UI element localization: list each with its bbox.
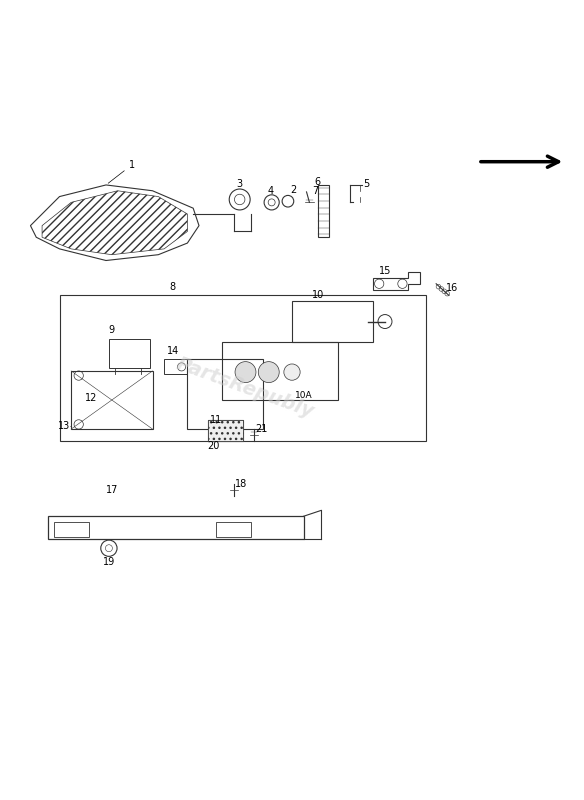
Text: 13: 13: [58, 421, 70, 431]
Text: 10: 10: [312, 290, 324, 300]
Text: 11: 11: [210, 415, 223, 426]
Bar: [217, 522, 251, 537]
Text: 14: 14: [166, 346, 179, 355]
Bar: [54, 522, 89, 537]
Bar: [187, 359, 263, 429]
Text: PartsRepubly: PartsRepubly: [174, 354, 317, 422]
Text: 16: 16: [446, 283, 458, 294]
Bar: [109, 339, 150, 368]
Text: 2: 2: [291, 185, 297, 194]
Text: 18: 18: [235, 479, 248, 490]
Bar: [208, 420, 242, 441]
Polygon shape: [42, 190, 187, 254]
Bar: [292, 301, 373, 342]
Text: 19: 19: [103, 557, 115, 566]
Text: 6: 6: [314, 177, 320, 187]
Polygon shape: [208, 420, 242, 441]
Text: 8: 8: [170, 282, 176, 292]
Bar: [71, 371, 152, 429]
Text: 10A: 10A: [295, 391, 312, 400]
Text: 7: 7: [312, 186, 318, 196]
Text: 5: 5: [363, 178, 370, 189]
Bar: [164, 359, 187, 374]
Text: 17: 17: [106, 485, 118, 495]
Circle shape: [284, 364, 300, 380]
Circle shape: [258, 362, 279, 382]
Circle shape: [235, 362, 256, 382]
Text: 12: 12: [85, 394, 98, 403]
Bar: [60, 295, 426, 441]
Text: 15: 15: [379, 266, 391, 276]
Text: 21: 21: [256, 424, 268, 434]
Bar: [318, 185, 329, 238]
Text: 3: 3: [237, 178, 243, 189]
Bar: [223, 342, 339, 400]
Text: 1: 1: [108, 159, 135, 183]
Text: 20: 20: [207, 442, 220, 451]
Text: 4: 4: [267, 186, 273, 196]
Text: 9: 9: [109, 326, 115, 335]
